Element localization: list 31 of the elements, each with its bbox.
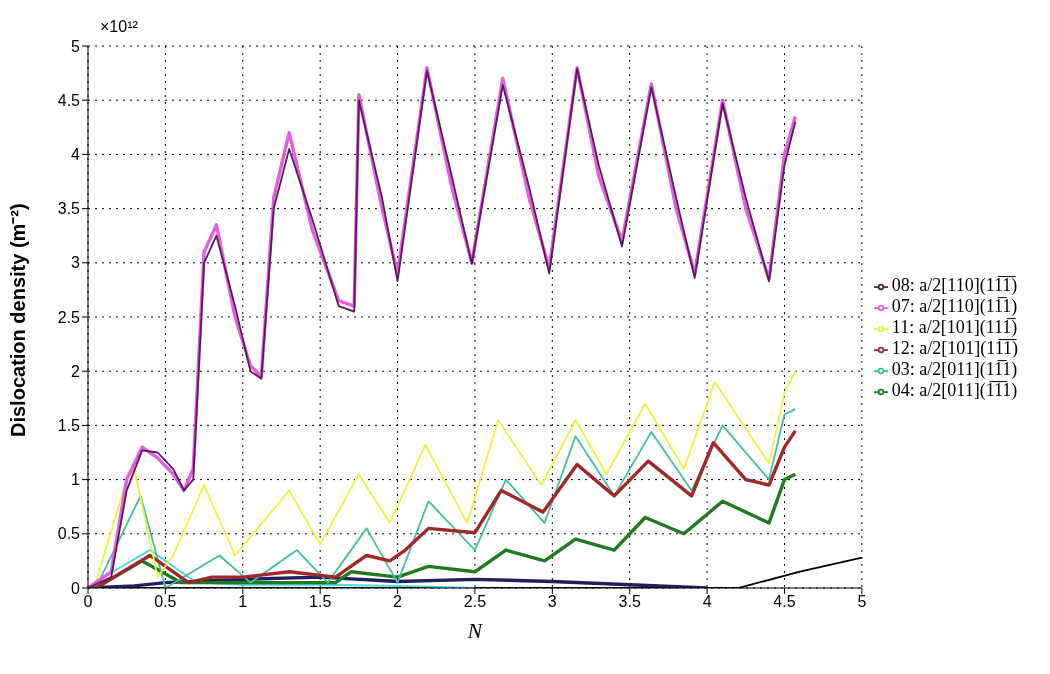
legend-label: 04: a/2[011](1̅1̅1) <box>891 380 1018 400</box>
x-tick-label: 0 <box>83 593 93 611</box>
x-tick-label: 4.5 <box>773 593 796 611</box>
x-tick-label: 1 <box>238 593 248 611</box>
x-tick-label: 3 <box>547 593 557 611</box>
y-tick-label: 3 <box>71 254 81 272</box>
x-tick-label: 3.5 <box>618 593 641 611</box>
x-tick-label: 1.5 <box>309 593 332 611</box>
y-tick-label: 2 <box>71 362 81 380</box>
legend-label: 03: a/2[011](11̅1) <box>891 359 1018 379</box>
y-axis-title: Dislocation density (m⁻²) <box>7 203 30 437</box>
legend-label: 12: a/2[101](11̅1̅) <box>891 338 1018 358</box>
x-tick-label: 5 <box>857 593 867 611</box>
y-tick-label: 1 <box>71 471 81 489</box>
x-tick-label: 4 <box>702 593 712 611</box>
y-tick-label: 3.5 <box>57 200 81 218</box>
text: ×10¹² <box>100 18 138 36</box>
x-tick-label: 2.5 <box>463 593 487 611</box>
x-tick-label: 2 <box>393 593 403 611</box>
y-tick-label: 2.5 <box>57 308 81 326</box>
x-axis-title: N <box>466 618 484 643</box>
y-tick-label: 0 <box>71 579 81 597</box>
legend-label: 07: a/2[110](11̅1) <box>891 296 1018 316</box>
y-tick-label: 5 <box>71 37 81 55</box>
y-tick-label: 4.5 <box>57 91 81 109</box>
y-tick-label: 1.5 <box>57 417 81 435</box>
x-tick-label: 0.5 <box>154 593 177 611</box>
legend-label: 08: a/2[110](11̅1̅) <box>891 275 1018 295</box>
y-tick-label: 0.5 <box>57 525 81 543</box>
y-tick-label: 4 <box>71 146 81 164</box>
legend-label: 11: a/2[101](111̅) <box>891 317 1018 337</box>
